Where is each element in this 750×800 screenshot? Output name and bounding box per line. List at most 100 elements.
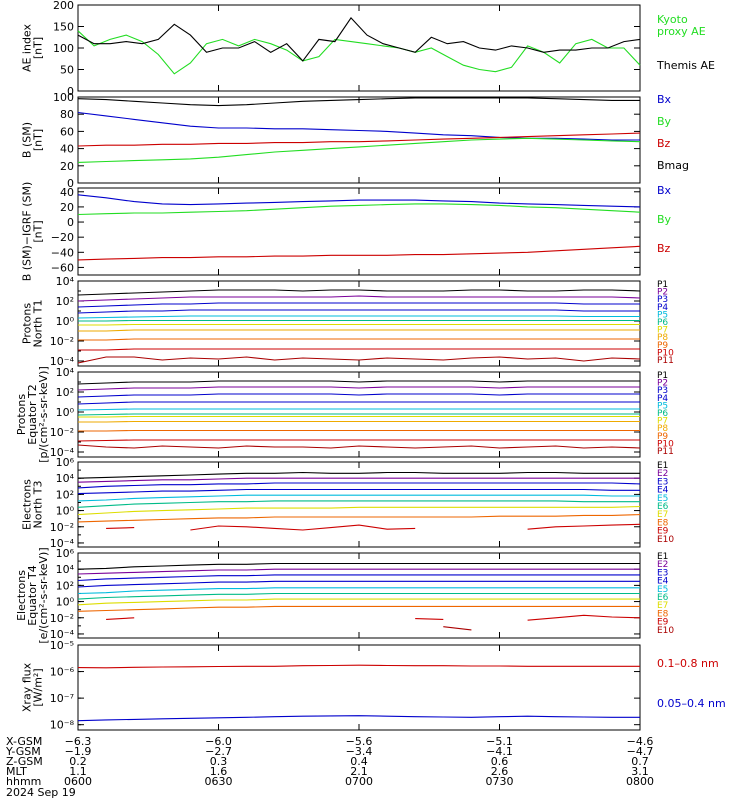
series-line-p4 [77, 401, 640, 405]
legend-item: P5 [657, 401, 668, 411]
y-axis-label: Equator T4 [26, 565, 39, 625]
y-tick-label: 10⁻⁶ [50, 666, 75, 679]
footer-row-label: MLT [6, 765, 27, 778]
legend-bigrf: Bx By Bz [657, 184, 672, 255]
legend-item: E1 [657, 552, 668, 562]
series-line-kyoto-proxy-ae [77, 30, 641, 75]
y-axis-label: [e/(cm²-s-sr-keV)] [37, 547, 50, 643]
series-line-e8 [77, 605, 640, 612]
series-line-e8 [77, 514, 641, 523]
footer-row-label: X-GSM [6, 735, 42, 748]
series-line-e7 [77, 598, 640, 606]
footer-value: −6.0 [205, 735, 232, 748]
y-tick-label: 10⁻² [50, 426, 74, 439]
legend-item: 0.05–0.4 nm [657, 697, 726, 710]
series-line-e2 [77, 568, 640, 575]
series-line-0-05-0-4-nm [77, 715, 640, 722]
legend-item: P3 [657, 295, 668, 305]
y-tick-label: 100 [53, 91, 74, 104]
series-line-e4 [77, 580, 640, 588]
legend-item: P5 [657, 310, 668, 320]
y-axis-label: Electrons [21, 479, 34, 530]
y-axis-label: [nT] [32, 37, 45, 59]
legend-item: E3 [657, 477, 668, 487]
y-tick-label: 150 [53, 21, 74, 34]
legend-item: E6 [657, 502, 669, 512]
y-tick-label: 10² [56, 488, 74, 501]
footer-value: 0.2 [69, 755, 87, 768]
legend-item: P1 [657, 280, 668, 290]
legend-xr: 0.1–0.8 nm 0.05–0.4 nm [657, 657, 726, 710]
series-line-bmag [77, 97, 640, 107]
footer-value: 0.6 [491, 755, 509, 768]
y-axis-label: Xray flux [21, 662, 34, 712]
y-tick-label: 10⁻⁴ [50, 628, 75, 641]
series-line-bz [77, 245, 641, 261]
y-tick-label: 10⁶ [56, 456, 75, 469]
legend-item: E7 [657, 601, 668, 611]
footer-row-label: Y-GSM [5, 745, 41, 758]
series-line-p11 [77, 356, 641, 364]
legend-item: proxy AE [657, 25, 706, 38]
panel-bigrf: 40 20 0 −20 −40 −60 B (SM)−IGRF (SM)[nT] Bx By Bz [21, 182, 672, 282]
series-line-e6 [77, 500, 640, 508]
y-tick-label: 0 [67, 216, 74, 229]
footer-value: −5.1 [486, 735, 513, 748]
y-axis-label: North T1 [32, 300, 45, 348]
series-line-bx [77, 194, 641, 208]
y-axis-label: Equator T2 [26, 384, 39, 444]
y-tick-label: 60 [60, 125, 74, 138]
footer-value: 0.3 [210, 755, 228, 768]
legend-item: P11 [657, 447, 674, 457]
series-line-e9 [106, 614, 641, 621]
series-line-e2 [77, 477, 640, 483]
y-axis-label: [nT] [32, 220, 45, 242]
legend-b: Bx By Bz Bmag [657, 93, 689, 172]
footer-value: 0630 [205, 775, 233, 788]
y-tick-label: 20 [60, 201, 74, 214]
y-axis-label: [p/(cm²-s-sr-keV)] [37, 366, 50, 463]
legend-item: E4 [657, 577, 669, 587]
y-axis-label: AE index [21, 23, 34, 72]
legend-item: P9 [657, 341, 668, 351]
y-tick-label: 100 [53, 42, 74, 55]
legend-item: Bz [657, 137, 671, 150]
y-axis-label: Electrons [15, 570, 28, 621]
y-tick-label: −20 [51, 231, 74, 244]
series-line-p7 [78, 415, 640, 418]
legend-item: P3 [657, 386, 668, 396]
legend-item: Bmag [657, 159, 689, 172]
y-tick-label: 20 [60, 160, 74, 173]
panel-frame [77, 4, 641, 92]
legend-item: E9 [657, 527, 669, 537]
y-tick-label: 10⁻⁴ [50, 537, 75, 550]
legend-item: E6 [657, 593, 669, 603]
legend-item: P6 [657, 318, 668, 328]
series-line-p5 [77, 408, 640, 411]
legend-item: E3 [657, 568, 668, 578]
legend-item: E7 [657, 510, 668, 520]
series-line-themis-ae [77, 17, 641, 62]
footer-value: 1.6 [210, 765, 228, 778]
legend-item: E10 [657, 535, 674, 545]
y-axis-label: [W/m²] [32, 668, 45, 706]
footer-value: −3.4 [346, 745, 373, 758]
legend-item: 0.1–0.8 nm [657, 657, 719, 670]
footer-value: 0800 [626, 775, 654, 788]
y-tick-label: 10⁴ [56, 275, 75, 288]
footer-value: 3.1 [631, 765, 649, 778]
y-tick-label: 10⁰ [56, 315, 75, 328]
footer-row-label: Z-GSM [6, 755, 43, 768]
y-tick-label: 10⁰ [56, 406, 75, 419]
footer-value: 0700 [345, 775, 373, 788]
y-tick-label: 10⁻² [50, 335, 74, 348]
legend-item: E8 [657, 609, 669, 619]
series-line-p10 [77, 439, 640, 442]
series-line-by [77, 203, 641, 216]
